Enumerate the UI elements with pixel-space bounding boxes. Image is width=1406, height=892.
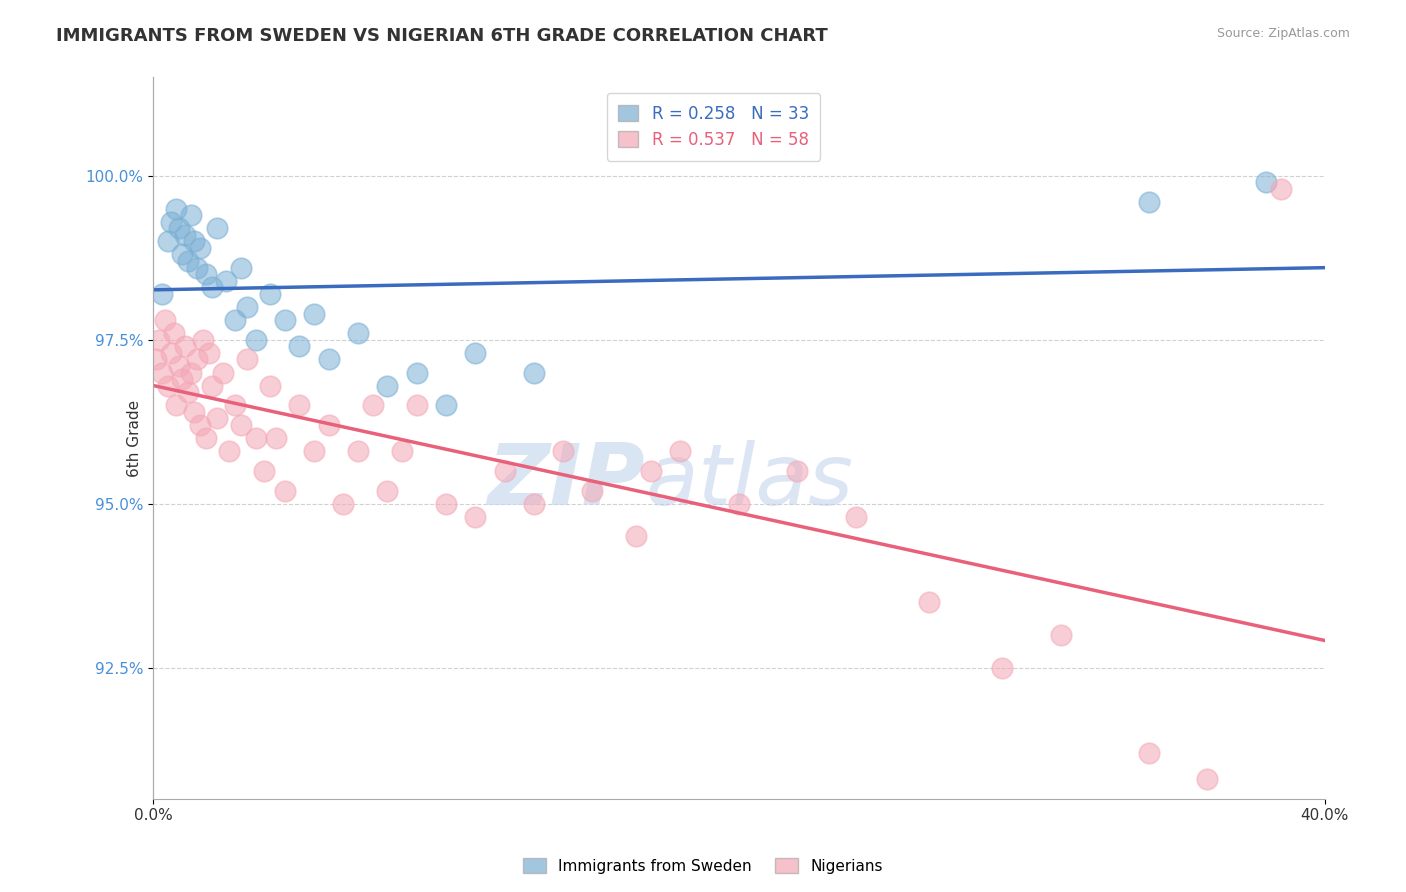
- Point: [361, 398, 384, 412]
- Point: [1137, 746, 1160, 760]
- Point: [191, 333, 214, 347]
- Point: [1270, 182, 1292, 196]
- Point: [207, 221, 229, 235]
- Point: [523, 497, 546, 511]
- Point: [174, 227, 197, 242]
- Point: [169, 221, 191, 235]
- Legend: Immigrants from Sweden, Nigerians: Immigrants from Sweden, Nigerians: [517, 852, 889, 880]
- Point: [391, 444, 413, 458]
- Point: [581, 483, 603, 498]
- Text: Source: ZipAtlas.com: Source: ZipAtlas.com: [1216, 27, 1350, 40]
- Point: [264, 431, 287, 445]
- Point: [464, 509, 486, 524]
- Point: [235, 300, 257, 314]
- Point: [200, 280, 222, 294]
- Point: [200, 378, 222, 392]
- Point: [318, 352, 340, 367]
- Legend: R = 0.258   N = 33, R = 0.537   N = 58: R = 0.258 N = 33, R = 0.537 N = 58: [606, 93, 821, 161]
- Point: [845, 509, 868, 524]
- Point: [172, 372, 194, 386]
- Point: [375, 378, 398, 392]
- Point: [669, 444, 692, 458]
- Point: [156, 378, 179, 392]
- Point: [434, 497, 457, 511]
- Point: [212, 366, 235, 380]
- Point: [156, 235, 179, 249]
- Point: [172, 247, 194, 261]
- Point: [235, 352, 257, 367]
- Point: [169, 359, 191, 373]
- Point: [727, 497, 749, 511]
- Point: [494, 464, 516, 478]
- Point: [153, 313, 176, 327]
- Point: [197, 346, 219, 360]
- Point: [253, 464, 276, 478]
- Point: [177, 254, 200, 268]
- Point: [166, 398, 188, 412]
- Point: [259, 378, 281, 392]
- Point: [186, 352, 208, 367]
- Point: [405, 366, 427, 380]
- Point: [991, 660, 1014, 674]
- Point: [1137, 194, 1160, 209]
- Point: [229, 260, 252, 275]
- Point: [1254, 175, 1277, 189]
- Point: [640, 464, 662, 478]
- Point: [162, 326, 184, 341]
- Point: [245, 431, 267, 445]
- Point: [347, 444, 370, 458]
- Point: [288, 339, 311, 353]
- Point: [194, 267, 217, 281]
- Point: [183, 405, 205, 419]
- Point: [318, 417, 340, 432]
- Point: [523, 366, 546, 380]
- Point: [188, 417, 211, 432]
- Point: [194, 431, 217, 445]
- Point: [1050, 628, 1073, 642]
- Point: [332, 497, 354, 511]
- Text: IMMIGRANTS FROM SWEDEN VS NIGERIAN 6TH GRADE CORRELATION CHART: IMMIGRANTS FROM SWEDEN VS NIGERIAN 6TH G…: [56, 27, 828, 45]
- Point: [375, 483, 398, 498]
- Point: [166, 202, 188, 216]
- Point: [224, 313, 246, 327]
- Point: [150, 286, 173, 301]
- Point: [215, 274, 238, 288]
- Point: [159, 215, 181, 229]
- Point: [1197, 772, 1219, 786]
- Point: [159, 346, 181, 360]
- Point: [302, 306, 325, 320]
- Point: [434, 398, 457, 412]
- Text: ZIP: ZIP: [488, 440, 645, 523]
- Point: [274, 313, 297, 327]
- Point: [302, 444, 325, 458]
- Point: [288, 398, 311, 412]
- Point: [405, 398, 427, 412]
- Point: [218, 444, 240, 458]
- Text: atlas: atlas: [645, 440, 853, 523]
- Point: [786, 464, 808, 478]
- Point: [186, 260, 208, 275]
- Point: [180, 208, 202, 222]
- Point: [464, 346, 486, 360]
- Point: [177, 385, 200, 400]
- Point: [183, 235, 205, 249]
- Point: [259, 286, 281, 301]
- Point: [551, 444, 574, 458]
- Point: [245, 333, 267, 347]
- Point: [150, 366, 173, 380]
- Point: [274, 483, 297, 498]
- Y-axis label: 6th Grade: 6th Grade: [127, 400, 142, 476]
- Point: [188, 241, 211, 255]
- Point: [918, 595, 941, 609]
- Point: [229, 417, 252, 432]
- Point: [148, 333, 170, 347]
- Point: [626, 529, 648, 543]
- Point: [207, 411, 229, 425]
- Point: [180, 366, 202, 380]
- Point: [145, 352, 167, 367]
- Point: [224, 398, 246, 412]
- Point: [347, 326, 370, 341]
- Point: [174, 339, 197, 353]
